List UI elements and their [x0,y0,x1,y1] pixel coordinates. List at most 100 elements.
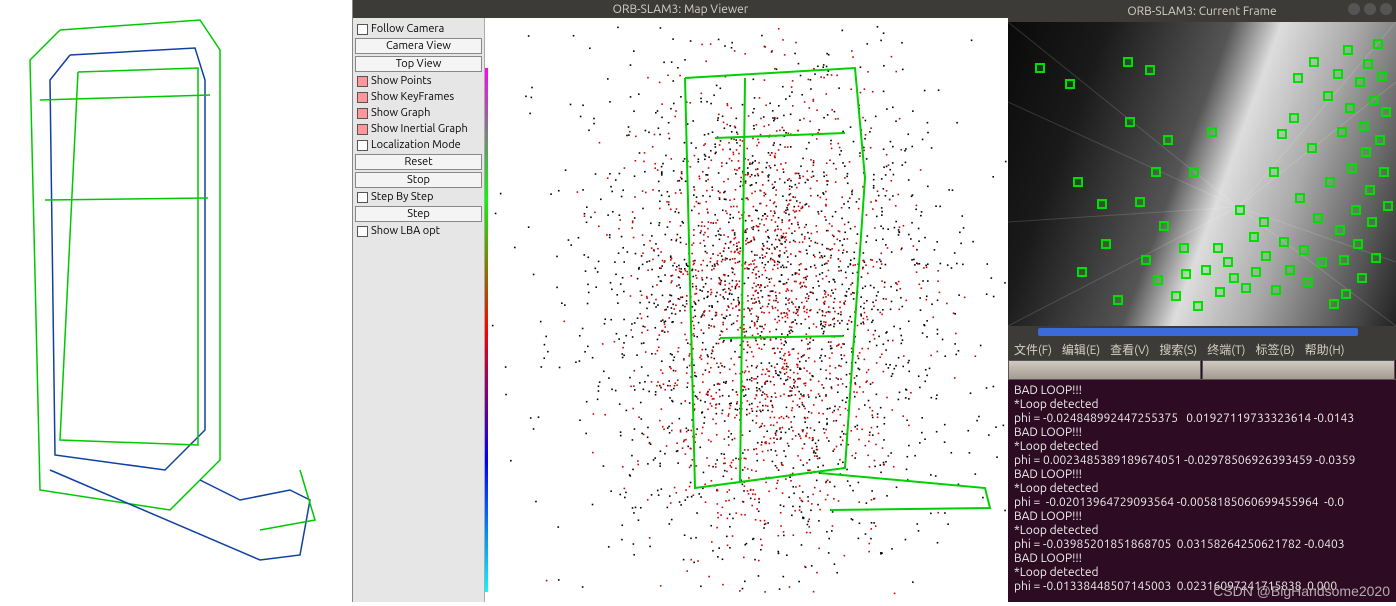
feature-point [1343,45,1353,55]
top-view-button[interactable]: Top View [355,56,482,72]
step-by-step-checkbox[interactable]: Step By Step [355,190,482,204]
feature-point [1359,121,1369,131]
camera-view-button[interactable]: Camera View [355,38,482,54]
feature-point [1307,143,1317,153]
feature-point [1141,255,1151,265]
feature-point [1189,167,1199,177]
feature-point [1241,283,1251,293]
feature-point [1223,257,1233,267]
checkbox-icon [357,92,368,103]
checkbox-icon [357,226,368,237]
feature-point [1279,237,1289,247]
feature-point [1171,291,1181,301]
feature-point [1193,301,1203,311]
map-viewport[interactable] [485,18,1008,602]
watermark: CSDN @BigHandsome2020 [1213,584,1390,598]
terminal-tab[interactable] [1202,360,1395,379]
show-graph-checkbox[interactable]: Show Graph [355,106,482,120]
map-viewer-title: ORB-SLAM3: Map Viewer [613,3,749,16]
feature-point [1215,287,1225,297]
feature-point [1261,251,1271,261]
show-inertial-graph-checkbox[interactable]: Show Inertial Graph [355,122,482,136]
feature-point [1369,95,1379,105]
feature-point [1097,199,1107,209]
feature-point [1309,57,1319,67]
reset-button[interactable]: Reset [355,154,482,170]
minimize-icon[interactable] [1348,3,1360,15]
menu-编辑[interactable]: 编辑(E) [1062,341,1100,358]
feature-point [1373,39,1383,49]
menu-标签[interactable]: 标签(B) [1255,341,1294,358]
localization-mode-checkbox[interactable]: Localization Mode [355,138,482,152]
menu-查看[interactable]: 查看(V) [1110,341,1149,358]
feature-point [1151,167,1161,177]
feature-point [1377,71,1387,81]
show-lba-opt-checkbox[interactable]: Show LBA opt [355,224,482,238]
menu-文件[interactable]: 文件(F) [1014,341,1052,358]
feature-point [1379,167,1389,177]
feature-point [1207,127,1217,137]
feature-point [1289,113,1299,123]
checkbox-icon [357,108,368,119]
feature-point [1251,267,1261,277]
checkbox-icon [357,140,368,151]
feature-point [1333,69,1343,79]
feature-point [1367,217,1377,227]
feature-point [1101,239,1111,249]
right-column: ORB-SLAM3: Current Frame 文件(F) 编辑(E) 查看(V)… [1008,0,1396,602]
feature-point [1325,177,1335,187]
current-frame-view [1008,22,1396,326]
step-button[interactable]: Step [355,206,482,222]
show-points-checkbox[interactable]: Show Points [355,74,482,88]
feature-point [1235,205,1245,215]
terminal-output[interactable]: BAD LOOP!!! *Loop detected phi = -0.0248… [1008,380,1396,602]
feature-point [1035,63,1045,73]
feature-point [1363,59,1373,69]
feature-point [1357,273,1367,283]
frame-viewer-titlebar[interactable]: ORB-SLAM3: Current Frame [1008,0,1396,22]
menu-终端[interactable]: 终端(T) [1207,341,1245,358]
feature-point [1381,107,1391,117]
menu-帮助[interactable]: 帮助(H) [1305,341,1345,358]
map-viewer-sidebar: Follow Camera Camera View Top View Show Poi… [353,18,485,602]
feature-point [1341,289,1351,299]
maximize-icon[interactable] [1364,3,1376,15]
feature-point [1313,213,1323,223]
menu-搜索[interactable]: 搜索(S) [1159,341,1197,358]
feature-point [1181,269,1191,279]
feature-point [1077,267,1087,277]
show-keyframes-checkbox[interactable]: Show KeyFrames [355,90,482,104]
feature-point [1229,273,1239,283]
feature-point [1065,79,1075,89]
map-viewer-titlebar[interactable]: ORB-SLAM3: Map Viewer [353,0,1008,18]
feature-point [1351,205,1361,215]
trajectory-plot [0,0,352,602]
trajectory-panel [0,0,352,602]
feature-point [1271,285,1281,295]
map-viewer-window: ORB-SLAM3: Map Viewer Follow Camera Camer… [352,0,1008,602]
frame-viewer-title: ORB-SLAM3: Current Frame [1127,5,1276,18]
feature-point [1135,197,1145,207]
terminal-menubar: 文件(F) 编辑(E) 查看(V) 搜索(S) 终端(T) 标签(B) 帮助(H) [1008,338,1396,360]
feature-point [1249,232,1259,242]
feature-point [1285,265,1295,275]
follow-camera-checkbox[interactable]: Follow Camera [355,22,482,36]
feature-point [1277,129,1287,139]
feature-point [1213,243,1223,253]
frame-scrollbar[interactable] [1008,326,1396,338]
frame-viewer-window: ORB-SLAM3: Current Frame [1008,0,1396,338]
terminal-tab[interactable] [1008,360,1201,379]
feature-point [1293,73,1303,83]
feature-point [1383,201,1393,211]
checkbox-icon [357,24,368,35]
feature-point [1337,127,1347,137]
close-icon[interactable] [1380,3,1392,15]
feature-point [1375,135,1385,145]
feature-point [1329,299,1339,309]
stop-button[interactable]: Stop [355,172,482,188]
scrollbar-thumb[interactable] [1038,328,1358,336]
terminal-tabs [1008,360,1396,380]
feature-point [1339,255,1349,265]
feature-point [1361,147,1371,157]
checkbox-icon [357,124,368,135]
